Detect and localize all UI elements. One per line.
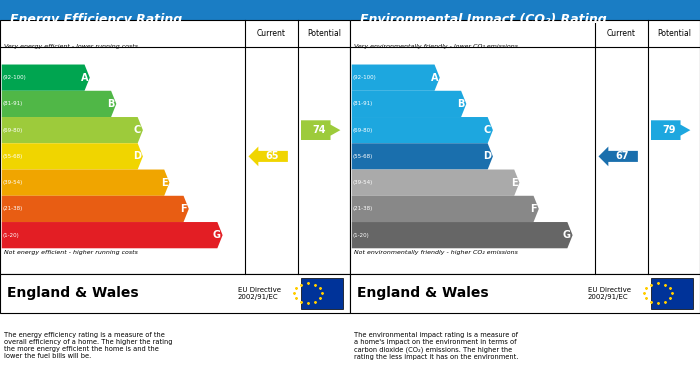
FancyBboxPatch shape <box>0 0 350 39</box>
Text: Current: Current <box>607 29 636 38</box>
Text: (21-38): (21-38) <box>3 206 23 212</box>
Text: G: G <box>213 230 221 240</box>
Text: (39-54): (39-54) <box>353 180 373 185</box>
Polygon shape <box>351 222 573 248</box>
Text: 67: 67 <box>615 151 629 161</box>
FancyBboxPatch shape <box>350 0 700 39</box>
Polygon shape <box>351 196 539 222</box>
Polygon shape <box>1 117 143 143</box>
Polygon shape <box>1 170 169 196</box>
Polygon shape <box>351 117 493 143</box>
Text: Potential: Potential <box>307 29 341 38</box>
Text: A: A <box>80 73 88 83</box>
Bar <box>0 274 350 313</box>
Polygon shape <box>1 143 143 170</box>
Polygon shape <box>651 120 690 140</box>
Text: The environmental impact rating is a measure of
a home's impact on the environme: The environmental impact rating is a mea… <box>354 332 518 360</box>
Text: E: E <box>161 178 168 188</box>
Text: 65: 65 <box>265 151 279 161</box>
Bar <box>0 20 350 274</box>
Text: (92-100): (92-100) <box>3 75 27 80</box>
Text: (1-20): (1-20) <box>353 233 370 238</box>
Bar <box>350 20 700 274</box>
Text: Energy Efficiency Rating: Energy Efficiency Rating <box>10 13 183 26</box>
Text: 79: 79 <box>662 125 676 135</box>
Text: (81-91): (81-91) <box>3 101 23 106</box>
Text: The energy efficiency rating is a measure of the
overall efficiency of a home. T: The energy efficiency rating is a measur… <box>4 332 172 359</box>
Text: Potential: Potential <box>657 29 691 38</box>
Polygon shape <box>1 196 189 222</box>
Text: Environmental Impact (CO₂) Rating: Environmental Impact (CO₂) Rating <box>360 13 608 26</box>
Text: C: C <box>134 125 141 135</box>
Text: (21-38): (21-38) <box>353 206 373 212</box>
Text: EU Directive
2002/91/EC: EU Directive 2002/91/EC <box>588 287 631 300</box>
Polygon shape <box>1 91 116 117</box>
Polygon shape <box>351 91 466 117</box>
Polygon shape <box>351 65 440 91</box>
Text: Not energy efficient - higher running costs: Not energy efficient - higher running co… <box>4 250 137 255</box>
Text: (92-100): (92-100) <box>353 75 377 80</box>
Bar <box>651 278 693 309</box>
Text: Very energy efficient - lower running costs: Very energy efficient - lower running co… <box>4 44 137 49</box>
Text: F: F <box>531 204 537 214</box>
Text: (39-54): (39-54) <box>3 180 23 185</box>
Text: C: C <box>484 125 491 135</box>
Text: Very environmentally friendly - lower CO₂ emissions: Very environmentally friendly - lower CO… <box>354 44 517 49</box>
Polygon shape <box>1 222 223 248</box>
Text: 74: 74 <box>312 125 326 135</box>
Text: England & Wales: England & Wales <box>357 286 489 300</box>
Polygon shape <box>351 170 519 196</box>
Text: D: D <box>483 151 491 161</box>
Bar <box>301 278 343 309</box>
Text: A: A <box>430 73 438 83</box>
Text: (69-80): (69-80) <box>3 127 23 133</box>
Text: EU Directive
2002/91/EC: EU Directive 2002/91/EC <box>238 287 281 300</box>
Text: Not environmentally friendly - higher CO₂ emissions: Not environmentally friendly - higher CO… <box>354 250 517 255</box>
Text: England & Wales: England & Wales <box>7 286 139 300</box>
Text: F: F <box>181 204 187 214</box>
Text: (69-80): (69-80) <box>353 127 373 133</box>
Text: B: B <box>457 99 465 109</box>
Text: E: E <box>511 178 518 188</box>
Polygon shape <box>1 65 90 91</box>
Text: B: B <box>107 99 115 109</box>
Polygon shape <box>351 143 493 170</box>
Bar <box>350 274 700 313</box>
Text: (55-68): (55-68) <box>3 154 23 159</box>
Text: (81-91): (81-91) <box>353 101 373 106</box>
Text: (55-68): (55-68) <box>353 154 373 159</box>
Polygon shape <box>598 147 638 166</box>
Text: G: G <box>563 230 571 240</box>
Text: Current: Current <box>257 29 286 38</box>
Polygon shape <box>301 120 340 140</box>
Text: (1-20): (1-20) <box>3 233 20 238</box>
Polygon shape <box>248 147 288 166</box>
Text: D: D <box>133 151 141 161</box>
